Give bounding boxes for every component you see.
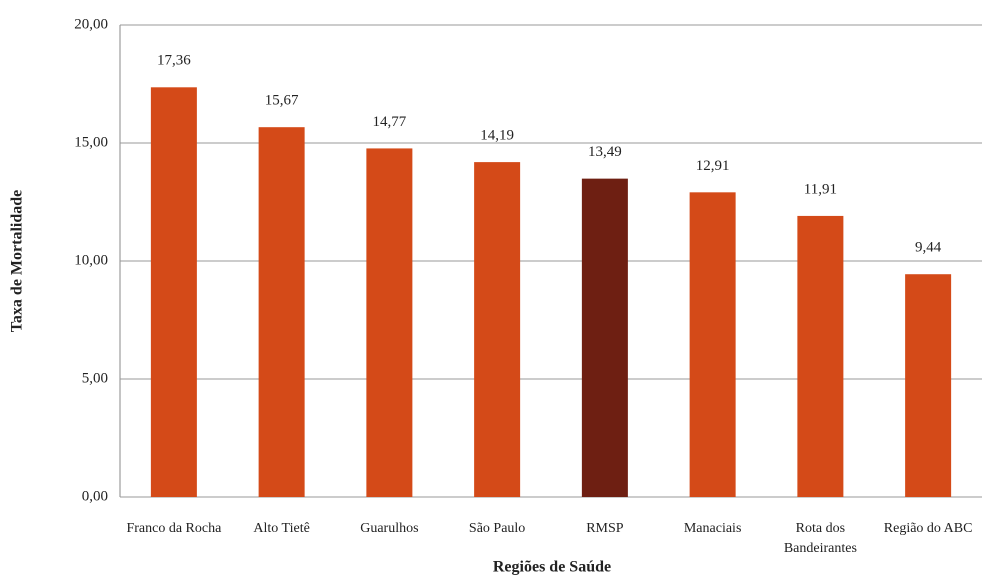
value-label: 14,19 — [480, 128, 514, 144]
x-axis-title: Regiões de Saúde — [493, 559, 611, 576]
y-tick-label: 5,00 — [82, 370, 108, 386]
bar — [150, 87, 197, 497]
x-tick-label: Franco da Rocha — [126, 521, 222, 536]
bar — [797, 215, 844, 497]
bar — [258, 127, 305, 498]
bar — [905, 274, 952, 497]
value-label: 9,44 — [915, 240, 942, 256]
value-label: 13,49 — [588, 144, 622, 160]
value-label: 15,67 — [265, 93, 299, 109]
bar — [581, 178, 628, 498]
y-tick-label: 15,00 — [74, 134, 108, 150]
y-axis-title: Taxa de Mortalidade — [9, 190, 26, 333]
value-label: 11,91 — [804, 181, 837, 197]
x-tick-label: Alto Tietê — [253, 521, 310, 536]
x-tick-label: São Paulo — [468, 521, 526, 536]
x-tick-label: Manaciais — [683, 521, 742, 536]
bar — [366, 148, 413, 498]
value-label: 14,77 — [373, 114, 407, 130]
y-tick-label: 10,00 — [74, 252, 108, 268]
y-tick-label: 20,00 — [74, 16, 108, 32]
x-tick-label: Guarulhos — [360, 521, 419, 536]
x-tick-label: Região do ABC — [883, 521, 973, 536]
x-tick-label: Rota dos Bandeirantes — [783, 521, 857, 556]
bar — [474, 162, 521, 497]
bar — [689, 192, 736, 497]
x-tick-label: RMSP — [586, 521, 624, 536]
value-label: 17,36 — [157, 53, 191, 69]
y-tick-label: 0,00 — [82, 488, 108, 504]
value-label: 12,91 — [696, 158, 730, 174]
